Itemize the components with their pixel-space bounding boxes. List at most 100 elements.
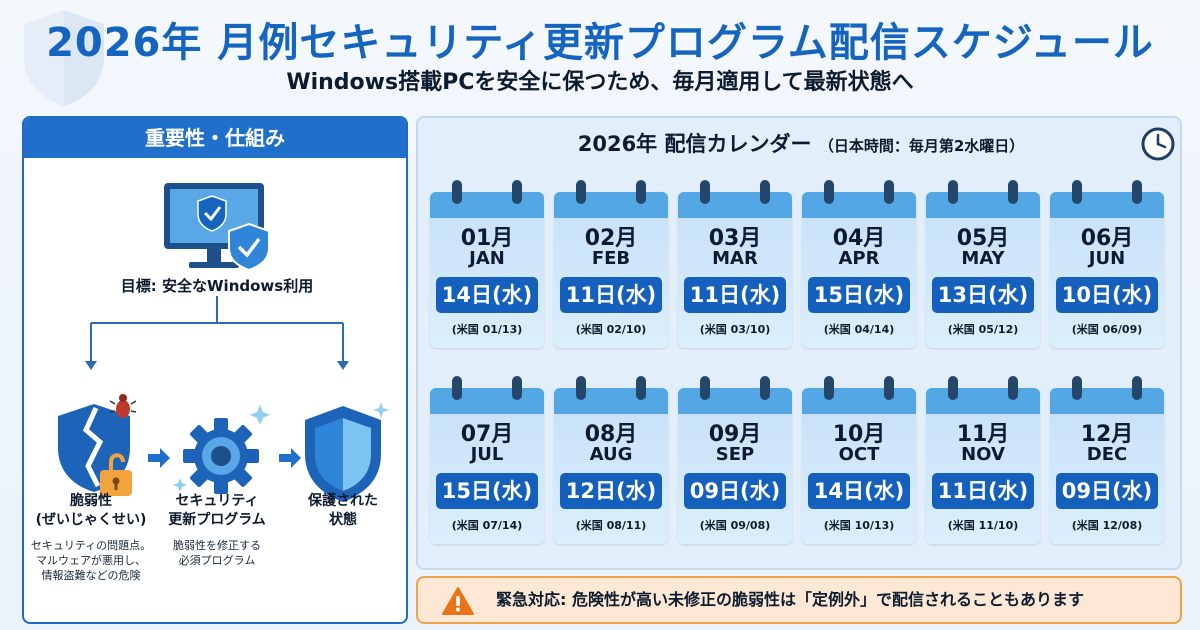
calendar-month-en: JUN — [1088, 248, 1126, 269]
calendar-month-en: JUL — [470, 444, 504, 465]
sparkle-icon — [373, 402, 389, 418]
calendar-page — [1050, 192, 1164, 348]
calendar-ring-icon — [576, 180, 586, 204]
calendar-page — [430, 388, 544, 544]
calendar-header-strip — [678, 192, 792, 218]
calendar-month-en: FEB — [591, 248, 631, 269]
calendar-header-strip — [1050, 192, 1164, 218]
calendar-month-jp: 06月 — [1080, 226, 1134, 251]
calendar-header-strip — [678, 388, 792, 414]
calendar-ring-icon — [1008, 376, 1018, 400]
calendar-month-card: 08月 AUG 12日(水) (米国 08/11) — [554, 376, 668, 544]
us-release-date: (米国 09/08) — [699, 519, 771, 532]
calendar-month-card: 12月 DEC 09日(水) (米国 12/08) — [1050, 376, 1164, 544]
gear-icon — [183, 418, 259, 494]
us-release-date: (米国 08/11) — [575, 519, 647, 532]
calendar-month-jp: 04月 — [832, 226, 886, 251]
calendar-title-note: （日本時間：毎月第2水曜日） — [818, 137, 1025, 155]
mechanism-diagram — [58, 183, 389, 502]
us-release-date: (米国 06/09) — [1071, 323, 1143, 336]
calendar-page — [802, 388, 916, 544]
importance-panel-title: 重要性・仕組み — [24, 118, 406, 158]
calendar-header-strip — [926, 388, 1040, 414]
calendar-ring-icon — [1008, 180, 1018, 204]
us-release-date: (米国 01/13) — [451, 323, 523, 336]
calendar-header-strip — [926, 192, 1040, 218]
calendar-ring-icon — [884, 180, 894, 204]
calendar-ring-icon — [1132, 376, 1142, 400]
calendar-page — [678, 192, 792, 348]
calendar-ring-icon — [512, 376, 522, 400]
calendar-page — [430, 192, 544, 348]
calendar-header-strip — [554, 192, 668, 218]
calendar-month-en: OCT — [838, 444, 880, 465]
arrow-right-icon — [279, 448, 301, 468]
calendar-title: 2026年 配信カレンダー （日本時間：毎月第2水曜日） — [418, 128, 1184, 158]
goal-label: 目標: 安全なWindows利用 — [120, 277, 314, 295]
us-release-date: (米国 07/14) — [451, 519, 523, 532]
calendar-page — [926, 192, 1040, 348]
step-update-desc: 脆弱性を修正する 必須プログラム — [173, 539, 261, 567]
importance-panel: 重要性・仕組み — [22, 116, 408, 624]
calendar-ring-icon — [512, 180, 522, 204]
calendar-month-en: JAN — [469, 248, 505, 269]
calendar-month-jp: 03月 — [708, 226, 762, 251]
calendar-month-jp: 02月 — [584, 226, 638, 251]
us-release-date: (米国 11/10) — [947, 519, 1019, 532]
release-day-badge: 13日(水) — [932, 277, 1034, 313]
calendar-page — [678, 388, 792, 544]
calendar-month-card: 06月 JUN 10日(水) (米国 06/09) — [1050, 180, 1164, 348]
calendar-page — [1050, 388, 1164, 544]
calendar-month-en: MAY — [961, 248, 1005, 269]
us-release-date: (米国 04/14) — [823, 323, 895, 336]
release-day-badge: 15日(水) — [808, 277, 910, 313]
page-subtitle: Windows搭載PCを安全に保つため、毎月適用して最新状態へ — [286, 70, 914, 95]
calendar-month-en: DEC — [1086, 444, 1128, 465]
release-day-badge: 10日(水) — [1056, 277, 1158, 313]
step-update-title: セキュリティ 更新プログラム — [168, 493, 266, 528]
calendar-month-card: 09月 SEP 09日(水) (米国 09/08) — [678, 376, 792, 544]
calendar-month-card: 02月 FEB 11日(水) (米国 02/10) — [554, 180, 668, 348]
calendar-page — [926, 388, 1040, 544]
calendar-ring-icon — [452, 180, 462, 204]
calendar-page — [802, 192, 916, 348]
shield-check-icon — [228, 222, 270, 272]
release-day-badge: 11日(水) — [932, 473, 1034, 509]
calendar-month-card: 04月 APR 15日(水) (米国 04/14) — [802, 180, 916, 348]
calendar-month-jp: 07月 — [460, 422, 514, 447]
background-shield-icon — [24, 10, 104, 106]
calendar-month-jp: 01月 — [460, 226, 514, 251]
calendar-month-jp: 08月 — [584, 422, 638, 447]
calendar-ring-icon — [760, 376, 770, 400]
calendar-title-main: 2026年 配信カレンダー — [577, 132, 812, 156]
release-day-badge: 14日(水) — [808, 473, 910, 509]
calendar-month-card: 01月 JAN 14日(水) (米国 01/13) — [430, 180, 544, 348]
calendar-ring-icon — [1132, 180, 1142, 204]
protected-shield-icon — [305, 406, 381, 502]
release-day-badge: 14日(水) — [436, 277, 538, 313]
calendar-month-card: 03月 MAR 11日(水) (米国 03/10) — [678, 180, 792, 348]
release-day-badge: 11日(水) — [560, 277, 662, 313]
calendar-panel: 2026年 配信カレンダー （日本時間：毎月第2水曜日） 01月 JAN 14日(水… — [416, 116, 1182, 570]
calendar-month-card: 05月 MAY 13日(水) (米国 05/12) — [926, 180, 1040, 348]
emergency-alert-banner: 緊急対応: 危険性が高い未修正の脆弱性は「定例外」で配信されることもあります — [416, 576, 1182, 624]
calendar-month-card: 11月 NOV 11日(水) (米国 11/10) — [926, 376, 1040, 544]
calendar-month-card: 10月 OCT 14日(水) (米国 10/13) — [802, 376, 916, 544]
release-day-badge: 09日(水) — [1056, 473, 1158, 509]
calendar-ring-icon — [948, 180, 958, 204]
calendar-month-card: 07月 JUL 15日(水) (米国 07/14) — [430, 376, 544, 544]
calendar-month-jp: 12月 — [1080, 422, 1134, 447]
step-vulnerability-desc: セキュリティの問題点。 マルウェアが悪用し、 情報盗難などの危険 — [30, 539, 152, 582]
step-vulnerability-title: 脆弱性 (ぜいじゃくせい) — [35, 493, 147, 528]
calendar-ring-icon — [636, 180, 646, 204]
calendar-month-en: AUG — [589, 444, 633, 465]
us-release-date: (米国 12/08) — [1071, 519, 1143, 532]
unlocked-padlock-icon — [100, 453, 132, 496]
us-release-date: (米国 05/12) — [947, 323, 1019, 336]
us-release-date: (米国 03/10) — [699, 323, 771, 336]
calendar-month-jp: 11月 — [956, 422, 1010, 447]
page-title: 2026年 月例セキュリティ更新プログラム配信スケジュール — [46, 20, 1154, 66]
flow-connector — [90, 296, 344, 363]
release-day-badge: 09日(水) — [684, 473, 786, 509]
sparkle-icon — [173, 405, 270, 492]
